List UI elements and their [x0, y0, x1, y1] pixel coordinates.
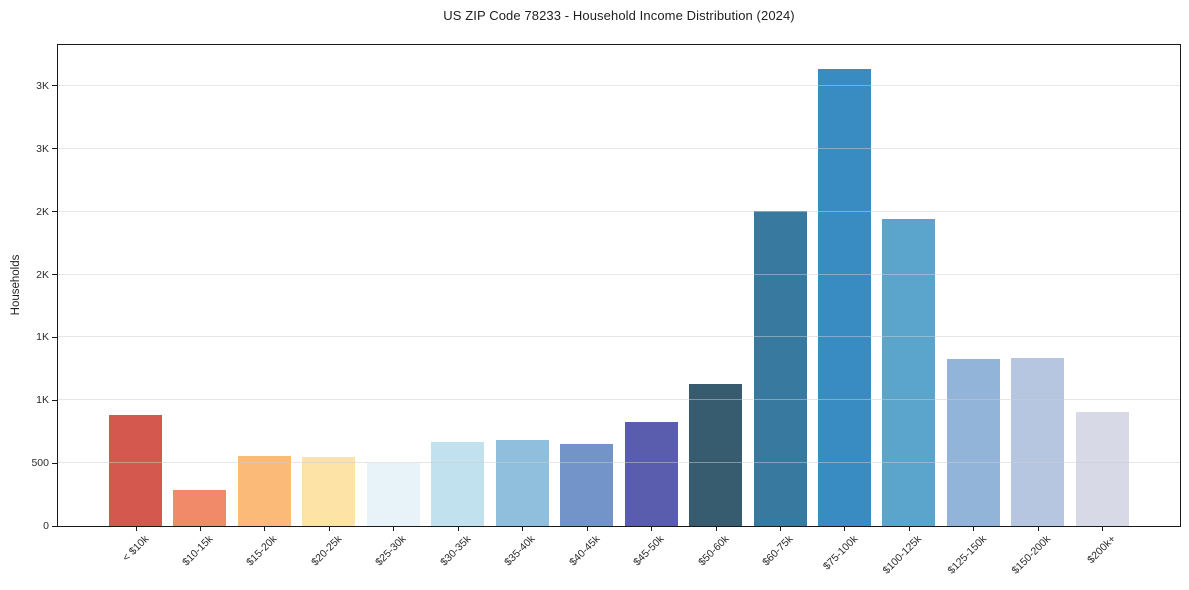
x-tick	[715, 527, 717, 531]
x-tick-label: $20-25k	[309, 533, 345, 569]
y-tick-label: 3K	[36, 142, 49, 155]
gridline	[58, 399, 1180, 401]
x-tick-label: $150-200k	[1009, 533, 1054, 577]
x-tick-label: $100-125k	[880, 533, 925, 577]
bar: $75-100k	[817, 68, 871, 572]
x-tick	[1102, 527, 1104, 531]
x-tick-label: $200k+	[1084, 533, 1118, 567]
x-tick	[457, 527, 459, 531]
chart-title: US ZIP Code 78233 - Household Income Dis…	[443, 8, 795, 23]
y-tick-label: 0	[43, 520, 49, 532]
y-tick	[52, 274, 57, 275]
x-tick-label: $30-35k	[437, 533, 474, 569]
gridline	[58, 336, 1180, 338]
x-tick	[1037, 527, 1039, 531]
x-tick-label: $60-75k	[760, 533, 796, 569]
x-tick	[651, 527, 653, 531]
gridline	[58, 210, 1180, 212]
plot-area: < $10k $10-15k $15-20k $20-25k $25-30k $30-35…	[31, 44, 1181, 577]
x-tick-label: $25-30k	[373, 533, 409, 569]
bar: $200k+	[1075, 412, 1129, 566]
gridline	[58, 462, 1180, 464]
x-tick-label: $15-20k	[244, 533, 280, 569]
bar: $100-125k	[881, 218, 936, 577]
x-tick	[135, 527, 137, 531]
bar: $60-75k	[753, 211, 807, 568]
y-tick-label: 1K	[36, 394, 49, 407]
x-tick	[522, 527, 524, 531]
y-tick-label: 500	[31, 457, 49, 470]
gridline	[58, 147, 1180, 149]
bar: $40-45k	[560, 444, 614, 568]
y-tick-label: 2K	[36, 205, 49, 218]
y-tick-label: 1K	[36, 331, 49, 344]
x-tick	[264, 527, 266, 531]
x-tick-label: $75-100k	[820, 533, 860, 573]
y-tick-label: 3K	[36, 79, 49, 92]
gridline	[58, 273, 1180, 275]
x-tick	[328, 527, 330, 531]
bar: $150-200k	[1010, 358, 1065, 577]
x-tick-label: $40-45k	[566, 533, 603, 569]
x-tick	[973, 527, 975, 531]
x-tick-label: < $10k	[119, 533, 151, 564]
y-tick	[52, 336, 57, 338]
y-axis-label: Households	[10, 254, 22, 316]
bar: $25-30k	[366, 462, 420, 568]
x-tick	[393, 527, 395, 531]
x-tick-label: $35-40k	[502, 533, 538, 569]
gridline	[58, 84, 1180, 86]
y-tick	[52, 85, 57, 87]
x-tick	[908, 527, 910, 531]
x-tick-label: $10-15k	[180, 533, 216, 569]
bar: $30-35k	[431, 442, 485, 568]
y-tick	[52, 462, 57, 464]
bar: $20-25k	[302, 456, 356, 568]
bar: $35-40k	[495, 439, 549, 568]
x-tick	[844, 527, 846, 531]
x-tick-label: $125-150k	[945, 533, 989, 577]
bar: $15-20k	[237, 456, 291, 568]
y-tick	[52, 399, 57, 401]
y-tick-label: 2K	[36, 268, 49, 281]
x-tick-label: $45-50k	[631, 533, 667, 569]
bar: < $10k	[109, 414, 162, 564]
y-tick	[52, 148, 57, 150]
bar: $50-60k	[689, 383, 743, 568]
bar: $45-50k	[624, 422, 678, 568]
bar: $125-150k	[945, 359, 1000, 577]
x-tick	[586, 527, 588, 531]
x-tick	[780, 527, 782, 531]
y-tick	[52, 211, 57, 213]
x-tick	[199, 527, 201, 531]
y-tick	[52, 525, 57, 527]
bars: < $10k $10-15k $15-20k $20-25k $25-30k $30-35…	[58, 45, 1180, 577]
x-tick-label: $50-60k	[695, 533, 732, 569]
bar: $10-15k	[173, 490, 227, 568]
